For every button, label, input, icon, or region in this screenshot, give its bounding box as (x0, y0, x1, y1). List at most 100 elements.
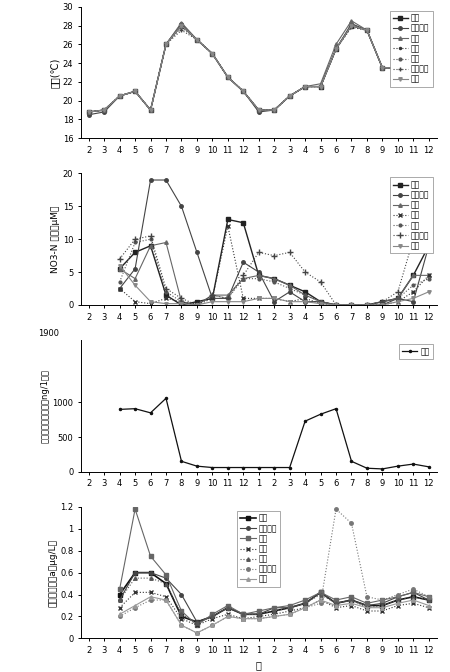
平均 (410, 59, 416, 67)
ご家 (117, 265, 122, 273)
ナズマド (287, 610, 292, 618)
ヤセ (318, 410, 323, 418)
平均 (132, 569, 138, 577)
前崎 (86, 108, 91, 116)
ナズマド (287, 249, 292, 257)
平均 (380, 298, 385, 306)
Y-axis label: 水温(℃): 水温(℃) (50, 57, 60, 87)
前崎 (302, 294, 308, 302)
X-axis label: 月: 月 (256, 661, 262, 671)
ご家 (210, 291, 215, 299)
ヤセ (241, 464, 246, 472)
平均 (395, 596, 400, 604)
Line: 平均: 平均 (118, 571, 431, 624)
Line: ナズマド: ナズマド (118, 507, 431, 634)
ご家 (426, 78, 432, 86)
ナズマド (163, 284, 169, 292)
ヤセ (86, 108, 91, 116)
ナズマド (426, 593, 432, 601)
Line: アライケ: アライケ (118, 571, 431, 624)
ご家 (410, 271, 416, 280)
ナズマド (271, 251, 277, 259)
ヤセ (395, 599, 400, 607)
前崎 (318, 596, 323, 604)
平均 (318, 588, 323, 596)
前崎 (256, 294, 261, 302)
前崎 (380, 607, 385, 615)
前崎 (194, 36, 200, 44)
ヤセ (241, 87, 246, 95)
Line: ご家: ご家 (118, 241, 431, 306)
前崎 (410, 288, 416, 296)
ヤセ (380, 465, 385, 473)
ご家 (395, 593, 400, 601)
アライケ (179, 591, 184, 599)
アライケ (194, 36, 200, 44)
前崎 (271, 106, 277, 114)
ヤセ (318, 83, 323, 91)
ヤセ (148, 593, 153, 601)
アライケ (86, 111, 91, 119)
ヤセ (256, 464, 261, 472)
前野 (395, 596, 400, 604)
Line: ヤセ: ヤセ (118, 595, 431, 634)
ヤセ (380, 64, 385, 72)
ヤセ (287, 92, 292, 100)
ご家 (179, 298, 184, 306)
ヤセ (241, 615, 246, 623)
前崎 (318, 83, 323, 91)
ナズマド (349, 22, 354, 30)
前崎 (395, 298, 400, 306)
アライケ (163, 176, 169, 184)
アライケ (210, 612, 215, 620)
前崎 (148, 106, 153, 114)
ナズマド (349, 301, 354, 309)
ヤセ (364, 301, 369, 309)
アライケ (318, 83, 323, 91)
アライケ (163, 40, 169, 48)
アライケ (426, 596, 432, 604)
Legend: 平均, アライケ, ご家, 前崎, 前野, ナズマド, ヤセ: 平均, アライケ, ご家, 前崎, 前野, ナズマド, ヤセ (237, 511, 280, 587)
前崎 (179, 615, 184, 623)
ヤセ (117, 405, 122, 413)
ナズマド (132, 235, 138, 243)
ヤセ (271, 106, 277, 114)
前崎 (163, 294, 169, 302)
ナズマド (163, 596, 169, 604)
平均 (256, 271, 261, 280)
ナズマド (256, 615, 261, 623)
ヤセ (410, 59, 416, 67)
前崎 (333, 301, 339, 309)
平均 (256, 106, 261, 114)
アライケ (302, 298, 308, 306)
ご家 (210, 50, 215, 58)
前野 (287, 603, 292, 612)
ナズマド (364, 593, 369, 601)
アライケ (364, 26, 369, 34)
ご家 (426, 271, 432, 280)
ナズマド (256, 106, 261, 114)
Line: 平均: 平均 (118, 218, 431, 306)
ご家 (364, 26, 369, 34)
ヤセ (132, 601, 138, 610)
平均 (318, 298, 323, 306)
Line: ナズマド: ナズマド (117, 233, 432, 308)
ナズマド (364, 301, 369, 309)
ヤセ (148, 106, 153, 114)
ご家 (302, 596, 308, 604)
前崎 (349, 24, 354, 32)
ナズマド (117, 92, 122, 100)
ナズマド (241, 615, 246, 623)
ヤセ (117, 261, 122, 269)
ヤセ (163, 596, 169, 604)
アライケ (287, 603, 292, 612)
ヤセ (225, 612, 230, 620)
アライケ (410, 59, 416, 67)
平均 (349, 596, 354, 604)
ご家 (318, 80, 323, 88)
ナズマド (271, 612, 277, 620)
ご家 (380, 298, 385, 306)
前野 (318, 591, 323, 599)
ヤセ (302, 603, 308, 612)
前野 (410, 593, 416, 601)
